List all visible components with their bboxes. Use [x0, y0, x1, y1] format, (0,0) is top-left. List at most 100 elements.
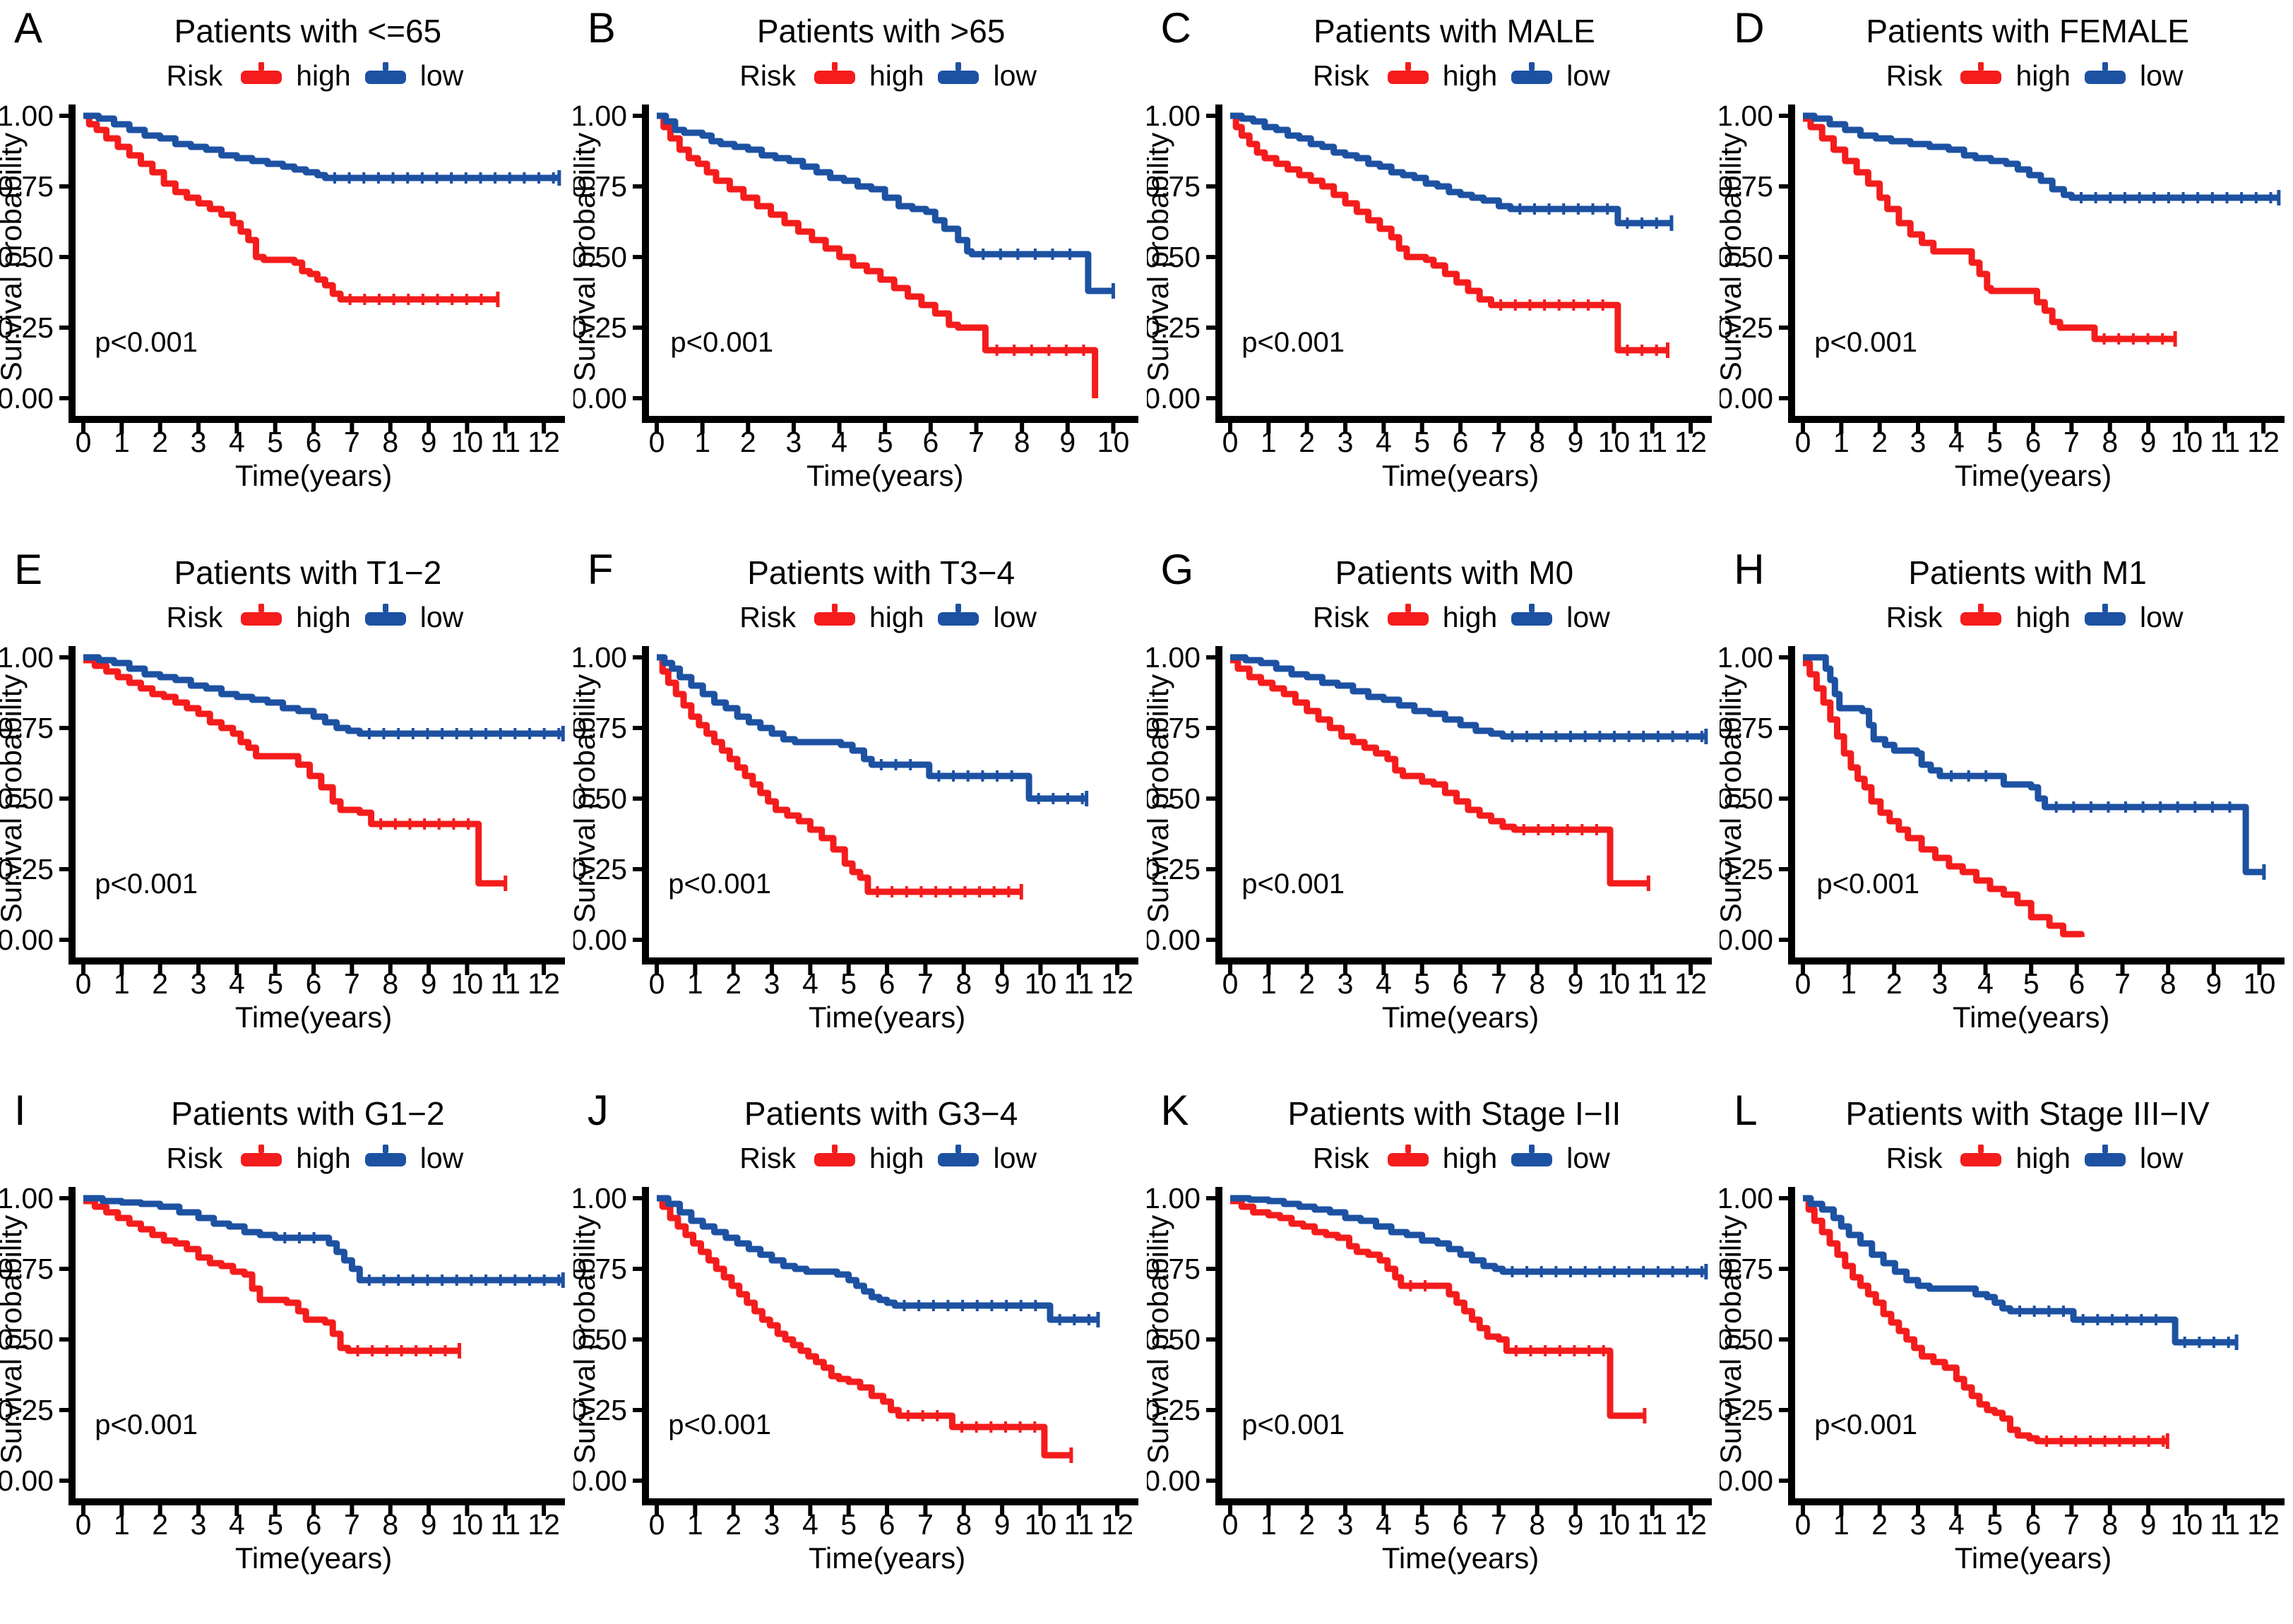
legend-label-high: high — [1442, 1142, 1498, 1175]
legend-label-low: low — [1566, 1142, 1610, 1175]
legend-label-high: high — [2015, 59, 2071, 92]
high-risk-curve — [656, 1195, 1071, 1459]
y-tick-label: 0.25 — [573, 311, 627, 344]
p-value-label: p<0.001 — [95, 1409, 198, 1440]
survival-plot: 0 1 2 3 4 5 6 7 8 9 10 1.00 0.75 0.50 0.25 0.00Survival… — [573, 100, 1138, 492]
legend-label-low: low — [419, 59, 464, 92]
low-risk-swatch-icon — [1511, 611, 1553, 626]
x-tick-label: 2 — [1872, 1508, 1888, 1541]
survival-plot: 0 1 2 3 4 5 6 7 8 9 10 11 121.000.750.500.250.00Surv… — [573, 1182, 1138, 1575]
survival-plot: 0 1 2 3 4 5 6 7 8 9 10 11 121.000.750.500.250.00Surv… — [1720, 1182, 2285, 1575]
y-tick-label: 0.25 — [0, 1394, 54, 1426]
x-axis-title: Time(years) — [235, 1541, 392, 1575]
x-tick-label: 6 — [306, 426, 322, 458]
y-tick-label: 0.75 — [1147, 712, 1201, 744]
y-tick-label: 0.50 — [0, 1323, 54, 1356]
high-risk-curve — [1229, 1198, 1645, 1419]
x-tick-label: 12 — [528, 967, 560, 1000]
high-risk-swatch-icon — [814, 1153, 855, 1167]
x-tick-label: 10 — [1097, 426, 1129, 458]
legend-label-high: high — [869, 1142, 924, 1175]
panel-letter: I — [14, 1087, 26, 1135]
x-tick-label: 9 — [994, 967, 1010, 1000]
y-tick-label: 0.75 — [0, 712, 54, 744]
low-risk-swatch-icon — [2084, 70, 2126, 84]
x-tick-label: 11 — [1637, 426, 1667, 458]
x-tick-label: 0 — [76, 967, 92, 1000]
panel-letter: H — [1734, 545, 1765, 593]
x-tick-label: 1 — [1833, 426, 1850, 458]
high-risk-curve — [83, 112, 498, 303]
high-risk-curve — [1803, 1195, 2168, 1445]
x-tick-label: 0 — [648, 967, 665, 1000]
panel-title: Patients with >65 — [756, 13, 1006, 49]
y-axis-title: Survival probability — [1720, 133, 1747, 382]
y-tick-label: 0.00 — [1147, 924, 1201, 956]
y-tick-label: 1.00 — [0, 1182, 54, 1214]
survival-plot: 0 1 2 3 4 5 6 7 8 9 10 11 121.000.750.500.250.00Surv… — [0, 100, 565, 492]
x-tick-label: 2 — [152, 426, 168, 458]
legend-label-high: high — [1442, 59, 1498, 92]
y-tick-label: 0.00 — [573, 924, 627, 956]
x-tick-label: 6 — [1452, 1508, 1468, 1541]
p-value-label: p<0.001 — [1241, 868, 1345, 900]
y-tick-label: 0.75 — [573, 1253, 627, 1285]
x-tick-label: 4 — [1948, 426, 1965, 458]
x-tick-label: 12 — [1101, 967, 1133, 1000]
x-tick-label: 5 — [1414, 426, 1430, 458]
y-axis-title: Survival probability — [1147, 1215, 1174, 1464]
x-tick-label: 5 — [1414, 1508, 1430, 1541]
legend-label-low: low — [1566, 59, 1610, 92]
high-risk-swatch-icon — [1387, 70, 1429, 84]
x-tick-label: 0 — [1795, 426, 1811, 458]
x-tick-label: 1 — [114, 426, 130, 458]
high-risk-swatch-icon — [241, 70, 282, 84]
y-axis-title: Survival probability — [0, 1215, 28, 1464]
x-tick-label: 2 — [725, 1508, 741, 1541]
risk-legend: Risk high low — [1147, 600, 1720, 633]
low-risk-curve — [1229, 1195, 1706, 1275]
x-tick-label: 9 — [2140, 426, 2157, 458]
y-tick-label: 0.25 — [1720, 311, 1773, 344]
y-tick-label: 0.25 — [0, 311, 54, 344]
survival-plot: 0 1 2 3 4 5 6 7 8 9 10 11 121.000.750.500.250.00Surv… — [0, 641, 565, 1034]
x-tick-label: 11 — [1637, 1508, 1667, 1541]
legend-label-low: low — [419, 1142, 464, 1175]
legend-label-high: high — [296, 1142, 351, 1175]
low-risk-swatch-icon — [2084, 1153, 2126, 1167]
x-axis-title: Time(years) — [1953, 1001, 2109, 1034]
legend-label-low: low — [2139, 600, 2184, 633]
x-tick-label: 9 — [1567, 967, 1583, 1000]
x-tick-label: 4 — [229, 967, 245, 1000]
x-tick-label: 5 — [267, 1508, 283, 1541]
x-tick-label: 8 — [1529, 426, 1545, 458]
x-tick-label: 9 — [2206, 967, 2222, 1000]
legend-label-low: low — [993, 59, 1037, 92]
high-risk-curve — [1803, 659, 2085, 938]
p-value-label: p<0.001 — [1241, 327, 1345, 358]
y-tick-label: 1.00 — [1147, 1182, 1201, 1214]
x-tick-label: 1 — [1260, 1508, 1276, 1541]
x-tick-label: 10 — [2244, 967, 2276, 1000]
x-tick-label: 1 — [1840, 967, 1857, 1000]
x-tick-label: 8 — [1529, 1508, 1545, 1541]
y-tick-label: 0.50 — [0, 782, 54, 815]
low-risk-swatch-icon — [2084, 611, 2126, 626]
x-tick-label: 3 — [1337, 967, 1353, 1000]
high-risk-swatch-icon — [241, 1153, 282, 1167]
x-tick-label: 7 — [344, 967, 360, 1000]
survival-plot: 0 1 2 3 4 5 6 7 8 9 10 11 121.000.750.500.250.00Surv… — [573, 641, 1138, 1034]
x-tick-label: 6 — [306, 1508, 322, 1541]
legend-title: Risk — [166, 1142, 223, 1175]
km-panel: K Patients with Stage I−II Risk high low… — [1147, 1082, 1720, 1624]
y-tick-label: 0.50 — [573, 782, 627, 815]
low-risk-curve — [83, 1195, 564, 1284]
risk-legend: Risk high low — [0, 61, 573, 90]
y-tick-label: 0.75 — [1147, 170, 1201, 203]
x-tick-label: 11 — [2210, 1508, 2241, 1541]
panel-title: Patients with G3−4 — [744, 1095, 1018, 1133]
legend-label-high: high — [1442, 600, 1498, 633]
